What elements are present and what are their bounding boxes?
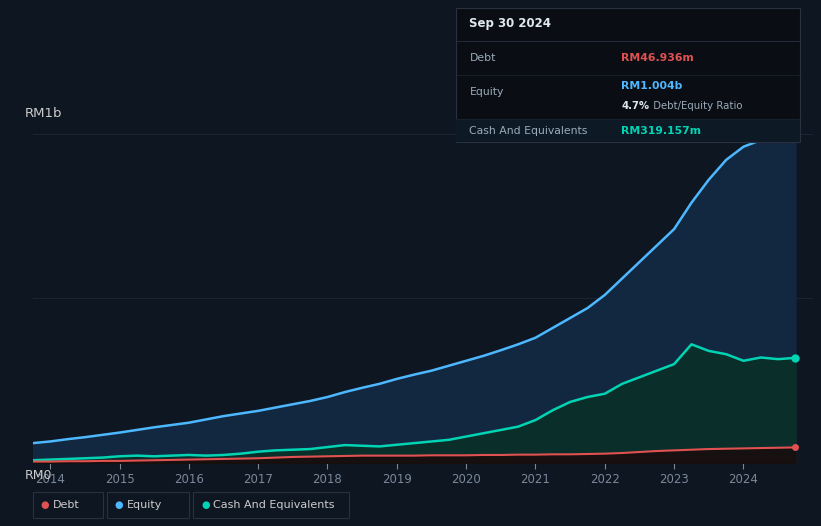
Text: Cash And Equivalents: Cash And Equivalents <box>470 126 588 136</box>
Text: ●: ● <box>201 500 209 510</box>
Text: RM0: RM0 <box>25 470 53 482</box>
Text: RM46.936m: RM46.936m <box>621 53 694 63</box>
Text: Sep 30 2024: Sep 30 2024 <box>470 17 552 31</box>
Text: RM1.004b: RM1.004b <box>621 80 682 90</box>
Text: RM1b: RM1b <box>25 107 62 120</box>
Text: Equity: Equity <box>127 500 163 510</box>
Text: Debt: Debt <box>53 500 80 510</box>
Text: RM319.157m: RM319.157m <box>621 126 701 136</box>
Text: Debt/Equity Ratio: Debt/Equity Ratio <box>650 101 743 111</box>
Text: Cash And Equivalents: Cash And Equivalents <box>213 500 335 510</box>
Text: Debt: Debt <box>470 53 496 63</box>
Text: 4.7%: 4.7% <box>621 101 649 111</box>
Text: ●: ● <box>115 500 123 510</box>
Text: ●: ● <box>41 500 49 510</box>
Text: Equity: Equity <box>470 87 504 97</box>
